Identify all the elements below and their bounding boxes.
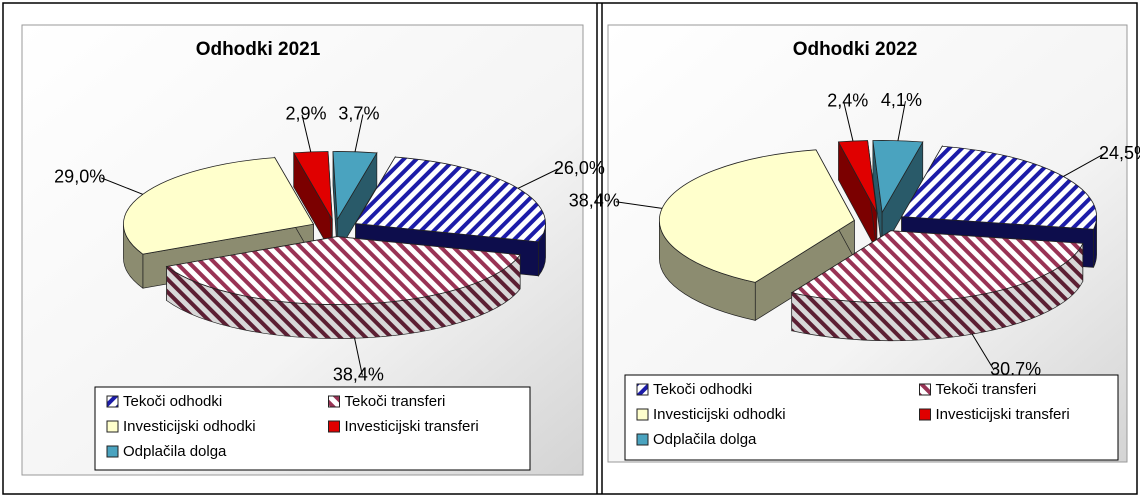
leader-line	[1063, 153, 1104, 177]
legend-label: Tekoči transferi	[936, 381, 1037, 398]
chart-title: Odhodki 2022	[793, 39, 918, 60]
pie-slice	[659, 149, 855, 322]
leader-line	[615, 201, 663, 209]
table-border	[2, 2, 1138, 495]
legend-box	[624, 374, 1119, 461]
slice-top	[790, 230, 1084, 304]
slice-top	[872, 140, 924, 214]
legend-label: Investicijski odhodki	[653, 406, 786, 423]
data-label: 30,7%	[990, 359, 1041, 379]
legend-marker	[106, 420, 119, 433]
legend-marker	[636, 408, 649, 421]
data-label: 29,0%	[54, 167, 105, 187]
leader-line	[897, 101, 906, 141]
data-label: 38,4%	[333, 364, 384, 384]
leader-line	[354, 114, 364, 152]
legend-label: Investicijski odhodki	[123, 418, 256, 435]
pie-slice	[165, 236, 521, 339]
slice-top	[123, 157, 315, 255]
data-label: 2,9%	[285, 103, 326, 123]
legend-label: Investicijski transferi	[936, 406, 1070, 423]
legend-label: Tekoči odhodki	[123, 393, 222, 410]
legend-marker	[328, 420, 340, 433]
leader-line	[301, 114, 312, 153]
legend-label: Tekoči transferi	[345, 393, 446, 410]
legend-marker	[636, 433, 649, 446]
leader-line	[971, 333, 995, 371]
legend-label: Odplačila dolga	[653, 431, 757, 448]
pie-slice	[790, 230, 1084, 342]
leader-line	[843, 101, 854, 142]
legend-box	[94, 386, 531, 471]
legend-marker	[106, 395, 119, 408]
legend-marker	[328, 395, 340, 408]
legend-label: Odplačila dolga	[123, 443, 227, 460]
legend-label: Tekoči odhodki	[653, 381, 752, 398]
data-label: 38,4%	[569, 191, 620, 211]
slice-top	[659, 149, 855, 283]
slice-top	[165, 236, 521, 305]
legend-marker	[919, 408, 931, 421]
legend-marker	[106, 445, 119, 458]
leader-line	[354, 338, 363, 376]
data-label: 24,5%	[1099, 143, 1140, 163]
data-label: 3,7%	[338, 103, 379, 123]
slice-top	[837, 140, 878, 213]
pie-slice	[872, 140, 924, 252]
chart-title: Odhodki 2021	[196, 39, 321, 60]
leader-line	[517, 168, 559, 189]
pie-slice	[837, 140, 878, 251]
data-label: 4,1%	[881, 90, 922, 110]
data-label: 26,0%	[554, 158, 605, 178]
legend-marker	[636, 383, 649, 396]
leader-line	[101, 177, 143, 195]
legend-label: Investicijski transferi	[345, 418, 479, 435]
pie-slice	[292, 151, 333, 255]
data-label: 2,4%	[827, 90, 868, 110]
legend-marker	[919, 383, 931, 396]
